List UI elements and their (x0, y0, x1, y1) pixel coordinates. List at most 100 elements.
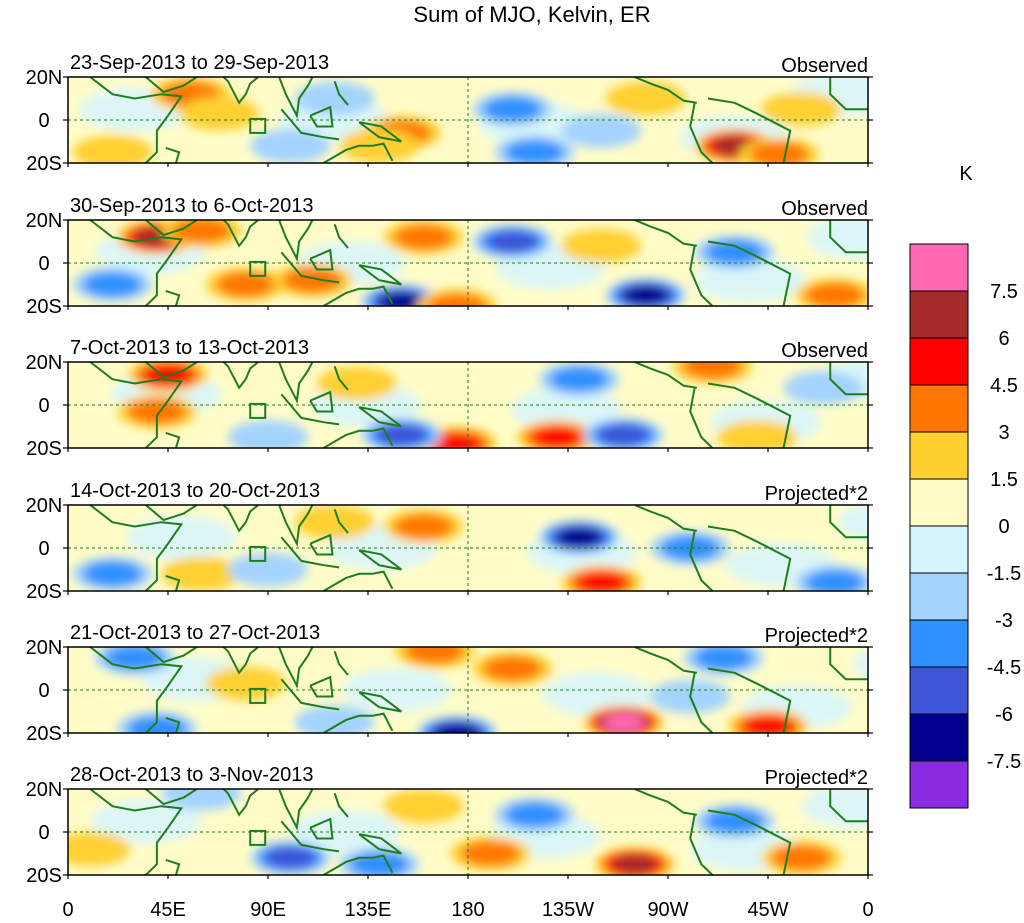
anomaly-contour (161, 556, 242, 591)
map-panel: 20N 0 20S 21-Oct-2013 to 27-Oct-2013 Project… (26, 622, 873, 745)
anomaly-contour (783, 370, 864, 405)
anomaly-contour (339, 128, 420, 163)
coastline (145, 220, 198, 237)
coastline (689, 672, 714, 733)
region-box (249, 687, 267, 704)
coastline (689, 387, 714, 448)
colorbar-unit-label: K (959, 163, 973, 185)
anomaly-contour (602, 713, 645, 732)
anomaly-contour (556, 527, 602, 547)
coastline (707, 240, 792, 306)
x-tick-label: 0 (862, 899, 873, 921)
anomaly-contour (805, 282, 865, 306)
anomaly-contour (682, 362, 743, 379)
coastline (280, 536, 340, 569)
coastline (634, 505, 698, 532)
anomaly-blob (853, 649, 868, 680)
anomaly-contour (68, 832, 131, 867)
anomaly-blob (837, 505, 868, 542)
anomaly-contour (660, 535, 720, 561)
colorbar-swatch (909, 666, 969, 715)
coastline (333, 80, 349, 106)
anomaly-contour (294, 505, 375, 540)
region-box (249, 545, 267, 562)
coastline (145, 362, 198, 379)
anomaly-contour (549, 366, 609, 392)
anomaly-contour (749, 141, 809, 163)
colorbar-level-label: 7.5 (990, 281, 1018, 303)
coastline (280, 678, 340, 711)
panel-period-label: 30-Sep-2013 to 6-Oct-2013 (70, 195, 314, 217)
coastline (278, 77, 314, 120)
coastline (89, 362, 184, 448)
colorbar-level-label: -1.5 (987, 563, 1021, 585)
coastline (707, 97, 792, 163)
anomaly-contour (460, 840, 520, 867)
coastline (222, 220, 260, 248)
anomaly-contour (393, 513, 454, 540)
coastline (323, 854, 394, 875)
coastline (829, 362, 868, 396)
coastline (634, 362, 698, 389)
panels-group: 20N 0 20S 23-Sep-2013 to 29-Sep-2013 Observe… (26, 52, 873, 887)
colorbar-swatch (909, 290, 969, 339)
coastline (278, 789, 314, 832)
colorbar-level-label: -6 (995, 704, 1013, 726)
coastline (323, 712, 394, 733)
y-tick-label: 20N (26, 779, 63, 801)
coastline (89, 789, 184, 875)
coastlines (89, 505, 868, 591)
coastline (634, 77, 698, 104)
y-tick-label: 0 (38, 680, 49, 702)
x-tick-label: 135E (345, 899, 392, 921)
coastlines (89, 647, 868, 733)
anomaly-contour (561, 113, 642, 148)
coastline (89, 220, 184, 306)
anomaly-contour (576, 571, 627, 591)
coastline (707, 382, 792, 448)
coastline (333, 365, 349, 391)
anomaly-contour (105, 647, 165, 671)
panel-period-label: 23-Sep-2013 to 29-Sep-2013 (70, 52, 329, 74)
anomaly-contour (505, 802, 565, 828)
anomaly-contour (771, 845, 831, 871)
colorbar-level-label: -3 (995, 610, 1013, 632)
colorbar-swatch (909, 525, 969, 574)
coastline (278, 362, 314, 405)
coastline (222, 789, 260, 817)
y-tick-label: 20S (26, 865, 62, 887)
colorbar-level-label: 4.5 (990, 375, 1018, 397)
coastline (280, 251, 340, 284)
anomaly-contour (216, 271, 276, 298)
anomaly-contour (228, 552, 308, 587)
coastline (333, 223, 349, 249)
colorbar-level-label: 3 (998, 422, 1009, 444)
anomaly-contour (623, 285, 669, 305)
coastline (358, 549, 402, 571)
coastlines (89, 789, 868, 875)
y-tick-label: 20S (26, 153, 62, 175)
anomaly-contour (487, 230, 538, 253)
anomaly-blob (806, 220, 868, 260)
colorbar-swatch (909, 431, 969, 480)
anomaly-contour (505, 139, 565, 163)
anomaly-contour (378, 292, 424, 306)
anomaly-contour (761, 92, 842, 127)
coastline (829, 789, 868, 823)
y-tick-label: 20S (26, 723, 62, 745)
panel-period-label: 21-Oct-2013 to 27-Oct-2013 (70, 622, 320, 644)
anomaly-field (68, 77, 868, 163)
x-tick-label: 180 (451, 899, 484, 921)
anomaly-field (68, 362, 868, 448)
anomaly-contour (431, 432, 483, 448)
colorbar-swatch (909, 243, 969, 292)
anomaly-contour (161, 789, 242, 811)
panel-type-label: Observed (781, 198, 868, 220)
coastline (689, 530, 714, 591)
coastline (634, 220, 698, 247)
y-tick-label: 20N (26, 67, 63, 89)
y-tick-label: 20N (26, 352, 63, 374)
coastline (358, 121, 402, 143)
anomaly-contour (693, 647, 754, 671)
coastline (145, 77, 198, 94)
